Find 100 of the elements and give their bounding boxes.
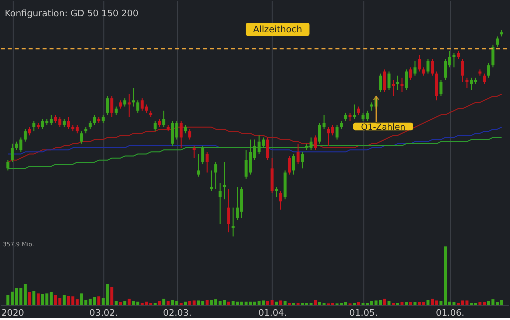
bar <box>171 300 174 306</box>
bar <box>50 292 53 306</box>
candlestick <box>206 152 209 174</box>
candlestick <box>396 75 400 91</box>
chart-subtitle: Konfiguration: GD 50 150 200 <box>4 10 139 20</box>
candlestick <box>366 110 370 122</box>
bar <box>36 294 40 306</box>
bar <box>405 302 408 306</box>
candlestick <box>162 110 166 128</box>
annotation: Q1-Zahlen <box>361 122 406 132</box>
bar <box>46 294 49 306</box>
bar <box>275 302 278 306</box>
candlestick <box>470 77 474 91</box>
bar <box>124 301 127 306</box>
bar <box>110 287 114 306</box>
candlestick <box>461 58 464 83</box>
bar <box>418 302 422 306</box>
bar <box>132 301 136 306</box>
candlestick <box>140 98 144 112</box>
candlestick <box>93 114 96 126</box>
candlestick <box>379 73 382 93</box>
bar <box>279 300 282 306</box>
candlestick <box>288 156 292 176</box>
bar <box>232 301 235 306</box>
candlestick <box>132 88 136 108</box>
bar <box>67 296 70 306</box>
bar <box>197 300 200 306</box>
candlestick <box>192 145 196 159</box>
candlestick <box>214 162 218 190</box>
bar <box>210 300 214 306</box>
candlestick <box>296 143 300 166</box>
candlestick <box>154 120 157 132</box>
candlestick <box>10 143 14 163</box>
bar <box>20 288 23 306</box>
candlestick <box>270 158 274 194</box>
candlestick <box>202 145 205 166</box>
candlestick <box>80 131 84 144</box>
bar <box>431 298 434 306</box>
candlestick <box>414 60 417 76</box>
candlestick <box>353 104 356 120</box>
candlestick <box>336 124 339 140</box>
candlestick <box>483 73 486 85</box>
candlestick <box>128 94 131 118</box>
bar <box>218 301 222 306</box>
x-tick-label: 02.03. <box>163 308 192 319</box>
candlestick <box>314 135 318 151</box>
bar <box>357 302 360 306</box>
bar <box>80 294 84 306</box>
candlestick <box>409 67 412 80</box>
candlestick <box>327 126 330 146</box>
candlestick <box>392 79 396 97</box>
bar <box>478 302 482 306</box>
candlestick <box>197 154 200 178</box>
candlestick <box>487 62 490 78</box>
bar <box>426 300 430 306</box>
candlestick <box>383 69 386 93</box>
bar <box>41 294 44 306</box>
candlestick <box>136 100 140 114</box>
bar <box>461 300 464 306</box>
bar <box>422 302 426 306</box>
bar <box>114 301 118 306</box>
bar <box>54 295 58 306</box>
candlestick <box>50 114 53 126</box>
bar <box>388 301 391 306</box>
bar <box>145 302 148 306</box>
candlestick <box>223 162 226 200</box>
bar <box>206 300 209 306</box>
candlestick <box>418 54 422 72</box>
bar <box>128 298 131 306</box>
bar <box>58 298 62 306</box>
candlestick <box>210 170 214 192</box>
bar <box>166 301 170 306</box>
bar <box>162 298 166 306</box>
bar <box>236 302 240 306</box>
candlestick <box>466 77 469 89</box>
bar <box>270 300 274 306</box>
candlestick <box>310 137 313 151</box>
bar <box>344 302 348 306</box>
candlestick <box>431 58 434 76</box>
bar <box>314 300 318 306</box>
candlestick <box>292 154 296 176</box>
candlestick <box>188 128 192 140</box>
candlestick <box>452 52 456 68</box>
candlestick <box>24 128 27 142</box>
bar <box>158 301 162 306</box>
candlestick <box>58 116 62 128</box>
bar <box>93 297 96 306</box>
bar <box>414 302 417 306</box>
candlestick <box>258 135 261 155</box>
bar <box>435 300 438 306</box>
bar <box>262 300 266 306</box>
candlestick <box>171 120 174 146</box>
candlestick <box>110 96 114 118</box>
candlestick <box>301 152 304 170</box>
candlestick <box>331 124 334 136</box>
bar <box>284 301 287 306</box>
bar <box>374 300 378 306</box>
candlestick <box>6 160 10 172</box>
candlestick <box>444 58 448 80</box>
x-tick-label: 01.06. <box>436 308 465 319</box>
